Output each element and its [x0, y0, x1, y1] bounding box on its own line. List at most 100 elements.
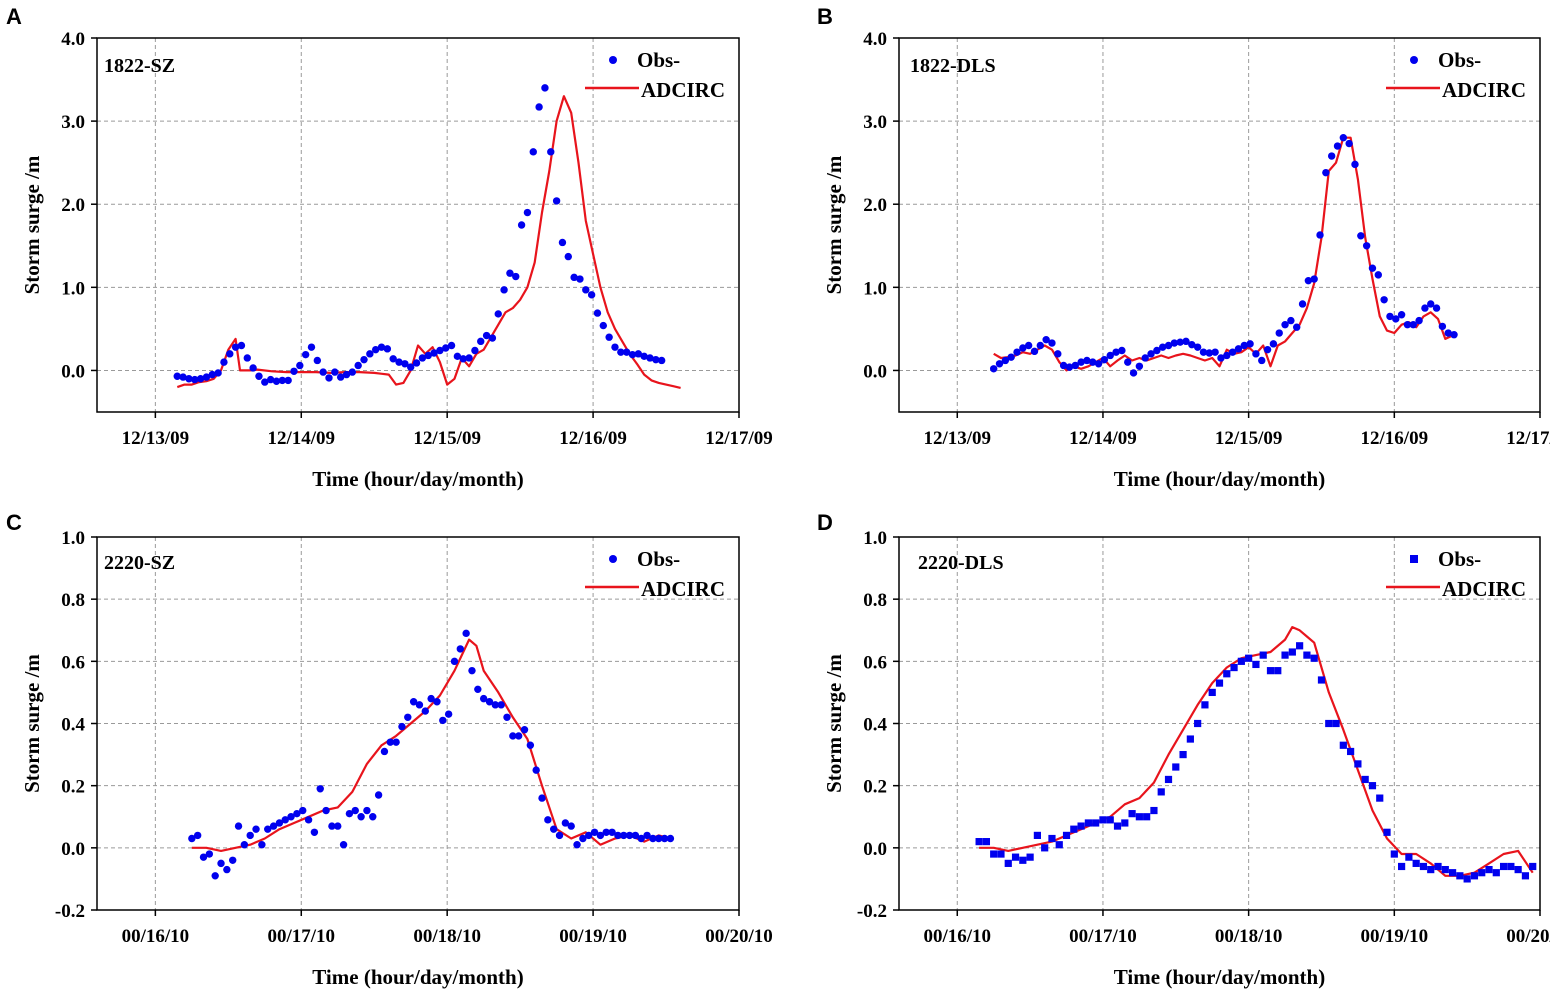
obs-point	[1158, 343, 1167, 351]
obs-point	[1374, 271, 1382, 279]
y-tick-label: 3.0	[61, 112, 85, 133]
obs-point	[1164, 341, 1173, 350]
obs-point	[1099, 816, 1107, 824]
obs-point	[982, 838, 991, 846]
obs-point	[646, 354, 654, 362]
obs-point	[1514, 865, 1522, 874]
obs-point	[1427, 300, 1435, 308]
obs-point	[287, 813, 295, 821]
obs-point	[1193, 343, 1202, 351]
obs-point	[275, 819, 284, 827]
obs-point	[503, 713, 511, 721]
obs-point	[427, 694, 435, 703]
obs-point	[237, 341, 246, 350]
legend-obs-marker	[609, 555, 617, 563]
obs-point	[1386, 312, 1394, 321]
obs-point	[1065, 363, 1074, 371]
y-tick-label: 0.4	[863, 715, 887, 736]
obs-point	[482, 331, 491, 340]
legend-obs-marker	[609, 56, 617, 64]
obs-point	[290, 367, 298, 375]
obs-point	[191, 375, 199, 384]
obs-point	[634, 350, 643, 358]
obs-point	[1024, 341, 1033, 350]
obs-point	[319, 368, 327, 376]
y-tick-label: -0.2	[857, 901, 887, 922]
legend: Obs- ADCIRC	[1386, 547, 1526, 601]
obs-point	[1403, 321, 1412, 329]
obs-point	[202, 373, 211, 381]
obs-point	[208, 370, 216, 379]
obs-point	[407, 363, 415, 371]
obs-point	[1004, 859, 1012, 867]
obs-point	[196, 375, 205, 383]
obs-point	[611, 343, 619, 351]
obs-point	[1217, 354, 1225, 362]
y-tick-label: 2.0	[863, 195, 887, 216]
obs-point	[660, 834, 669, 843]
legend: Obs- ADCIRC	[585, 48, 725, 102]
obs-point	[567, 822, 575, 830]
model-line	[191, 638, 671, 852]
obs-point	[1380, 296, 1388, 304]
obs-point	[193, 831, 202, 840]
obs-point	[640, 352, 648, 361]
obs-point	[179, 373, 187, 381]
y-tick-label: 0.6	[863, 652, 887, 673]
obs-point	[1179, 750, 1187, 759]
obs-point	[266, 375, 275, 384]
x-tick-label: 12/13/09	[923, 428, 991, 449]
obs-point	[1106, 816, 1114, 824]
obs-point	[281, 816, 289, 824]
obs-point	[1398, 862, 1406, 871]
obs-point	[1339, 134, 1348, 142]
obs-point	[538, 794, 546, 802]
obs-point	[1368, 264, 1377, 272]
obs-point	[582, 286, 590, 294]
obs-point	[1084, 819, 1092, 827]
obs-point	[529, 148, 537, 156]
x-tick-label: 00/18/10	[413, 926, 481, 947]
obs-point	[1333, 142, 1342, 150]
obs-point	[1129, 369, 1138, 377]
x-tick-label: 00/17/10	[1069, 926, 1137, 947]
obs-point	[328, 822, 336, 830]
obs-point	[1470, 872, 1479, 880]
obs-point	[1019, 856, 1027, 864]
obs-point	[1287, 316, 1295, 325]
obs-point	[371, 345, 380, 354]
obs-point	[1322, 168, 1330, 177]
obs-point	[1304, 276, 1313, 285]
obs-point	[360, 355, 368, 364]
obs-point	[1041, 844, 1049, 852]
obs-point	[555, 831, 564, 840]
obs-point	[585, 831, 593, 840]
obs-point	[1409, 321, 1417, 329]
obs-point	[570, 273, 578, 282]
obs-point	[450, 657, 459, 666]
obs-point	[1092, 819, 1100, 827]
obs-point	[552, 197, 561, 205]
obs-point	[1077, 822, 1085, 830]
obs-point	[1186, 735, 1194, 743]
obs-point	[409, 698, 418, 706]
obs-point	[1062, 831, 1071, 839]
obs-point	[631, 831, 640, 840]
obs-point	[296, 361, 304, 370]
obs-point	[261, 378, 269, 386]
obs-point	[345, 809, 354, 818]
obs-point	[401, 360, 409, 368]
obs-point	[535, 103, 543, 111]
obs-point	[1205, 349, 1214, 357]
obs-point	[1059, 361, 1068, 370]
obs-point	[430, 349, 438, 357]
obs-point	[1456, 872, 1464, 880]
obs-point	[1259, 651, 1267, 659]
y-tick-label: 0.2	[61, 777, 85, 798]
obs-point	[1281, 651, 1289, 659]
obs-point	[293, 809, 301, 818]
panel-letter: A	[6, 4, 22, 29]
legend-obs-marker	[1410, 555, 1418, 563]
y-tick-label: 1.0	[61, 528, 85, 549]
